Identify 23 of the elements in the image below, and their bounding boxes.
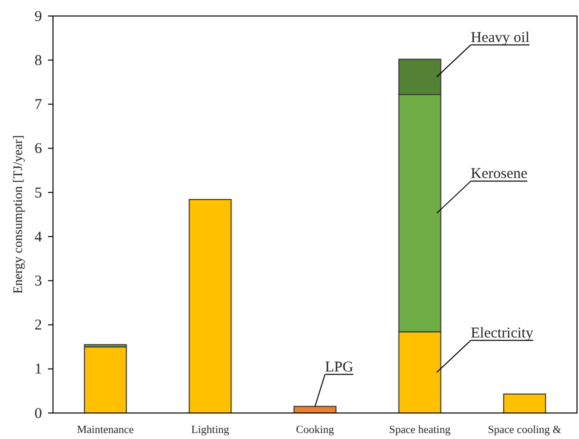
bar <box>503 394 546 414</box>
series-label: Electricity <box>470 325 534 342</box>
text: LPG <box>325 359 354 376</box>
y-tick-label: 8 <box>34 52 42 69</box>
y-axis-title: Energy consumption [TJ/year] <box>10 135 25 294</box>
x-tick-label: Cooking <box>296 424 334 436</box>
y-tick-label: 2 <box>34 318 42 334</box>
y-tick-label: 5 <box>34 185 42 202</box>
series-label: Kerosene <box>470 166 528 182</box>
y-tick-label: 1 <box>34 362 42 378</box>
x-tick-label: Space heating <box>389 424 451 436</box>
x-tick-label: Maintenance <box>76 424 134 436</box>
x-tick-label: Space cooling & <box>488 424 562 436</box>
y-tick-label: 3 <box>34 273 42 290</box>
text: Heavy oil <box>470 30 530 46</box>
bar <box>188 199 232 414</box>
y-tick-label: 9 <box>34 8 42 25</box>
y-tick-label: 0 <box>34 406 42 422</box>
y-tick-label: 6 <box>34 141 42 158</box>
bar <box>84 346 127 414</box>
x-tick-label: Lighting <box>191 424 230 436</box>
y-tick-label: 7 <box>34 97 42 114</box>
y-tick-label: 4 <box>34 229 42 246</box>
